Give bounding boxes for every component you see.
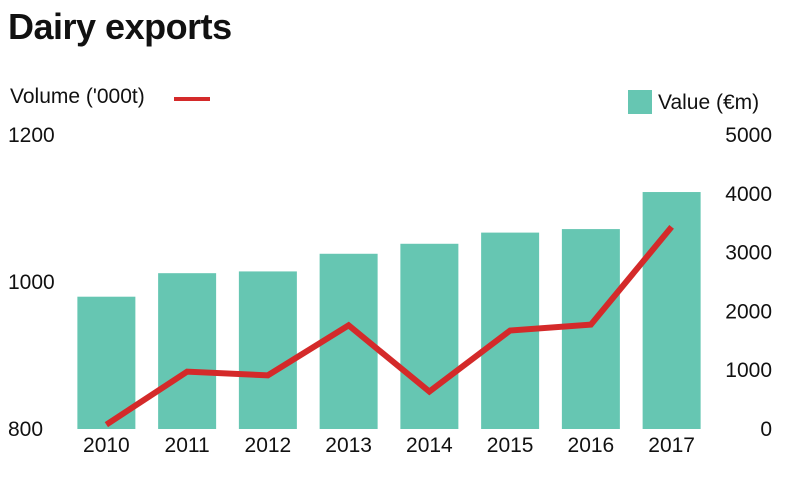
left-tick-label: 1000 (8, 271, 55, 294)
bar-2011 (158, 273, 217, 429)
right-tick-label: 1000 (725, 359, 772, 382)
volume-line (104, 224, 674, 428)
x-tick-label: 2015 (487, 434, 534, 457)
x-tick-label: 2011 (165, 434, 210, 457)
left-tick-label: 800 (8, 418, 43, 441)
x-tick-label: 2014 (406, 434, 453, 457)
bar-2012 (238, 271, 297, 429)
right-tick-label: 4000 (725, 183, 772, 206)
x-tick-label: 2010 (83, 434, 130, 457)
axis-layer: 2010 2011 2012 2013 2014 2015 2016 2017 800 1000 1… (8, 124, 772, 457)
bar-2010 (77, 296, 136, 429)
x-tick-label: 2017 (648, 434, 695, 457)
legend-volume-label: Volume ('000t) (10, 85, 145, 108)
right-tick-label: 2000 (725, 300, 772, 323)
x-tick-label: 2012 (245, 434, 292, 457)
chart-title: Dairy exports (8, 6, 232, 47)
bar-2014 (400, 243, 459, 429)
bars-layer (77, 192, 701, 429)
x-tick-label: 2013 (325, 434, 372, 457)
right-tick-label: 0 (760, 418, 772, 441)
right-tick-label: 5000 (725, 124, 772, 147)
legend-value-label: Value (€m) (658, 91, 759, 114)
right-tick-label: 3000 (725, 242, 772, 265)
legend-layer: Volume ('000t) Value (€m) (10, 85, 759, 114)
legend-value-swatch (628, 90, 652, 114)
left-tick-label: 1200 (8, 124, 55, 147)
line-layer (104, 224, 674, 428)
x-tick-label: 2016 (568, 434, 615, 457)
